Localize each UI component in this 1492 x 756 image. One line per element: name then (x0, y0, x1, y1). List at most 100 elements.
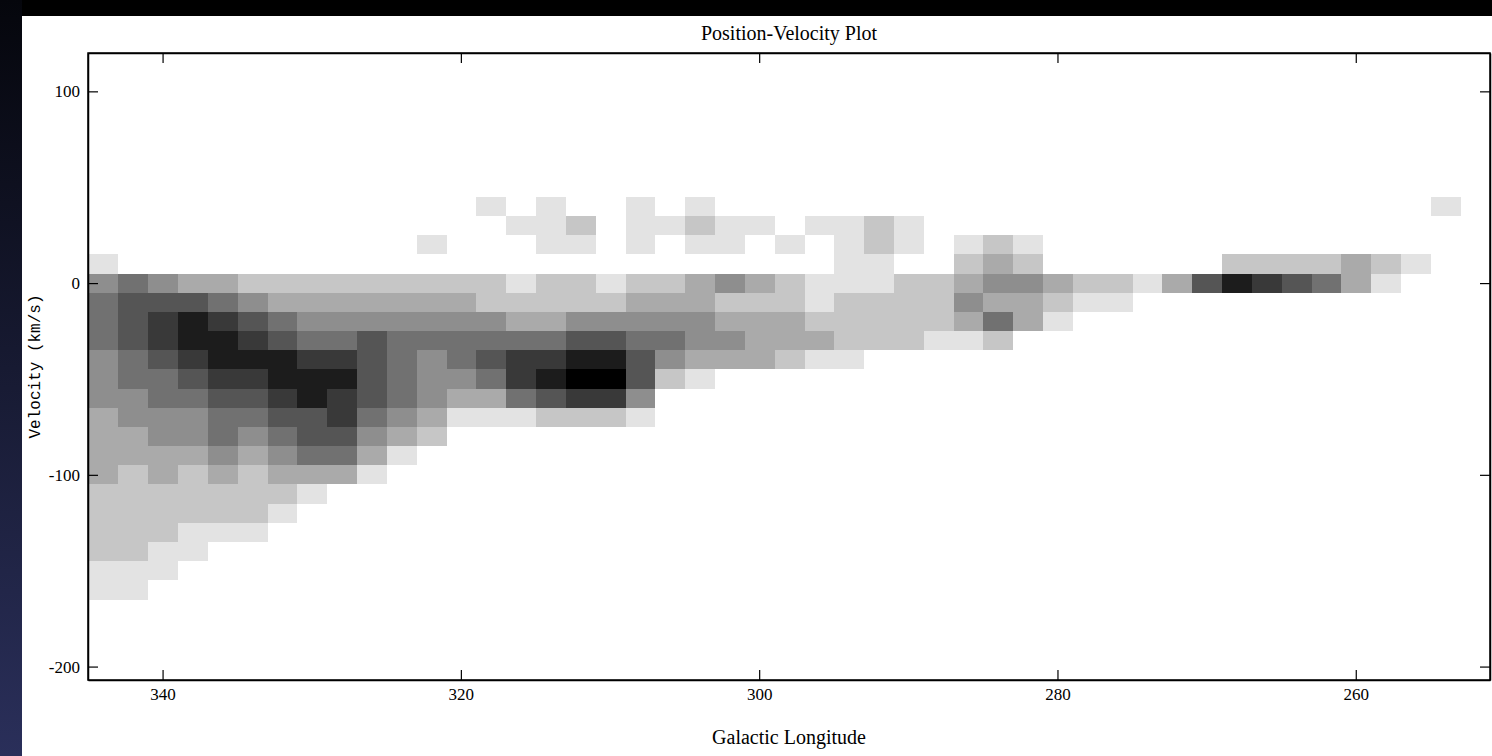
cell (1430, 427, 1460, 447)
cell (1222, 427, 1252, 447)
tick (1480, 475, 1490, 476)
cell (834, 465, 864, 485)
cell (1162, 312, 1192, 332)
cell (1401, 331, 1431, 351)
cell (744, 408, 774, 428)
cell (237, 197, 267, 217)
cell (1043, 542, 1073, 562)
cell (535, 465, 565, 485)
tick: -200 (49, 658, 98, 677)
cell (685, 274, 715, 294)
cell (983, 331, 1013, 351)
cell (864, 484, 894, 504)
cell (207, 197, 237, 217)
cell (118, 312, 148, 332)
cell (744, 293, 774, 313)
cell (625, 331, 655, 351)
cell (1132, 446, 1162, 466)
cell (1430, 504, 1460, 524)
cell (1341, 274, 1371, 294)
cell (1371, 484, 1401, 504)
cell (177, 561, 207, 581)
cell (1281, 542, 1311, 562)
cell (297, 389, 327, 409)
cell (864, 465, 894, 485)
cell (595, 293, 625, 313)
cell (1251, 216, 1281, 236)
cell (148, 216, 178, 236)
cell (864, 197, 894, 217)
cell (923, 408, 953, 428)
cell (237, 408, 267, 428)
cell (893, 484, 923, 504)
cell (864, 504, 894, 524)
cell (446, 254, 476, 274)
cell (565, 580, 595, 600)
cell (1013, 484, 1043, 504)
cell (565, 389, 595, 409)
cell (118, 561, 148, 581)
cell (237, 254, 267, 274)
cell (1371, 293, 1401, 313)
cell (118, 446, 148, 466)
tick-mark (88, 475, 98, 476)
cell (1102, 408, 1132, 428)
cell (1430, 254, 1460, 274)
cell (327, 408, 357, 428)
cell (744, 331, 774, 351)
cell (714, 561, 744, 581)
cell (893, 542, 923, 562)
cell (1401, 235, 1431, 255)
cell (983, 350, 1013, 370)
cell (356, 274, 386, 294)
side-band (0, 0, 22, 756)
cell (327, 580, 357, 600)
cell (506, 427, 536, 447)
cell (714, 369, 744, 389)
cell (804, 484, 834, 504)
cell (506, 561, 536, 581)
cell (1371, 235, 1401, 255)
cell (118, 465, 148, 485)
cell (1043, 216, 1073, 236)
cell (207, 254, 237, 274)
cell (714, 274, 744, 294)
cell (893, 235, 923, 255)
cell (864, 561, 894, 581)
cell (118, 216, 148, 236)
cell (744, 427, 774, 447)
cell (1251, 484, 1281, 504)
cell (804, 197, 834, 217)
cell (177, 446, 207, 466)
cell (1251, 350, 1281, 370)
cell (685, 427, 715, 447)
cell (386, 561, 416, 581)
cell (476, 369, 506, 389)
cell (923, 293, 953, 313)
cell (1311, 197, 1341, 217)
cell (625, 235, 655, 255)
cell (267, 274, 297, 294)
cell (416, 542, 446, 562)
cell (893, 389, 923, 409)
cell (893, 293, 923, 313)
cell (625, 350, 655, 370)
cell (446, 197, 476, 217)
cell (386, 389, 416, 409)
cell (1072, 331, 1102, 351)
cell (416, 408, 446, 428)
cell (416, 369, 446, 389)
tick-mark (1480, 91, 1490, 92)
cell (1281, 389, 1311, 409)
cell (655, 350, 685, 370)
cell (356, 197, 386, 217)
cell (1281, 197, 1311, 217)
cell (923, 389, 953, 409)
cell (356, 331, 386, 351)
cell (1281, 369, 1311, 389)
cell (88, 542, 118, 562)
cell (506, 197, 536, 217)
cell (655, 561, 685, 581)
cell (744, 389, 774, 409)
cell (148, 235, 178, 255)
